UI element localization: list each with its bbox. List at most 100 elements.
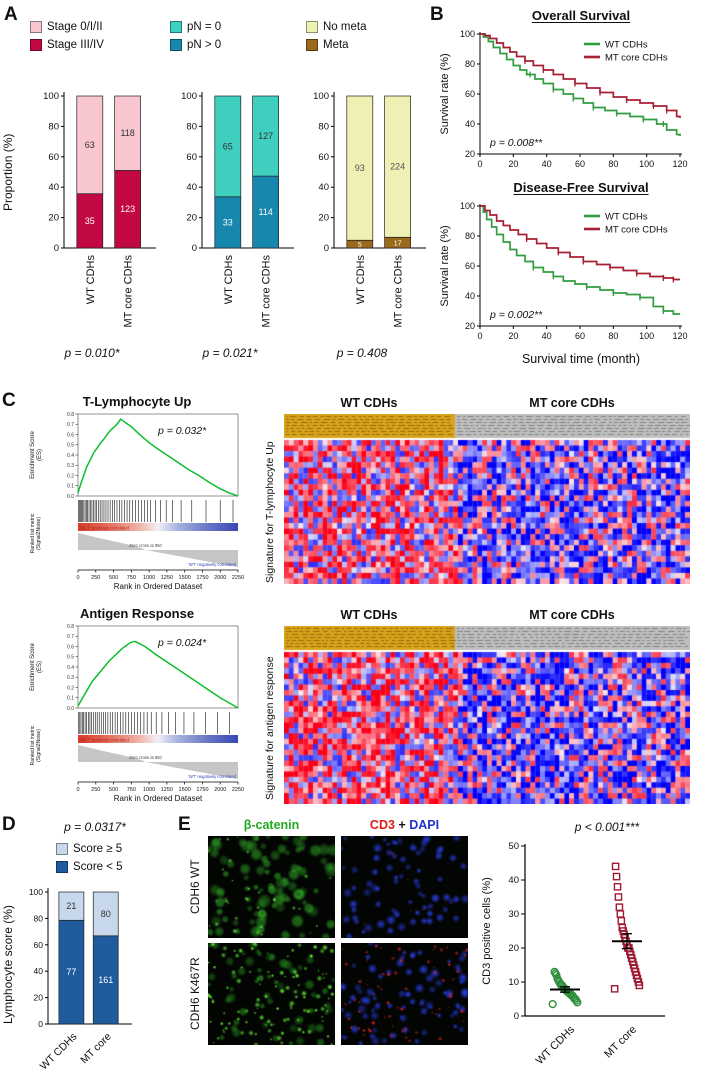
svg-text:0.1: 0.1 (67, 696, 74, 702)
svg-text:1000: 1000 (143, 787, 155, 793)
beta-catenin-column-title: β-catenin (243, 818, 300, 832)
svg-text:(Signal2Noise): (Signal2Noise) (36, 729, 42, 762)
svg-text:0.7: 0.7 (67, 634, 74, 640)
svg-text:65: 65 (223, 141, 233, 151)
row-title-cdh6-wt: CDH6 WT (188, 859, 202, 915)
svg-text:100: 100 (181, 91, 197, 102)
svg-text:21: 21 (66, 901, 76, 911)
svg-text:60: 60 (575, 331, 585, 341)
svg-text:0: 0 (76, 575, 79, 581)
svg-text:0: 0 (38, 1019, 43, 1029)
bar-chart-pn: 0 20 40 60 80 100 33 65 WT CDHs 114 127 MT core CDH… (181, 91, 294, 328)
p-value-stage: p = 0.010* (64, 346, 120, 360)
svg-text:100: 100 (29, 887, 43, 897)
panel-c: C T-Lymphocyte Up 0.0 0.1 0.2 0.3 0.4 0.5 0.6 0… (0, 390, 702, 812)
panel-a-label: A (4, 4, 18, 25)
svg-text:Ranked list metric: Ranked list metric (30, 513, 36, 553)
svg-text:0.7: 0.7 (67, 422, 74, 428)
if-image-cd3-dapi-k467r (341, 943, 468, 1045)
svg-text:20: 20 (465, 321, 475, 331)
svg-text:0.4: 0.4 (67, 453, 74, 459)
svg-text:(ES): (ES) (37, 449, 43, 461)
panel-a-y-axis-label: Proportion (%) (1, 133, 15, 211)
svg-text:2250: 2250 (232, 575, 244, 581)
p-value-lymphocyte-score: p = 0.0317* (64, 820, 126, 834)
svg-text:80: 80 (186, 121, 197, 132)
svg-text:0.5: 0.5 (67, 655, 74, 661)
svg-text:0.0: 0.0 (67, 494, 74, 500)
svg-text:100: 100 (639, 159, 654, 169)
if-image-bcatenin-wt (208, 836, 335, 938)
svg-text:'WT' negatively correlated: 'WT' negatively correlated (188, 562, 237, 567)
svg-text:MT core CDHs: MT core CDHs (393, 255, 405, 328)
svg-text:0.1: 0.1 (67, 484, 74, 490)
svg-text:114: 114 (258, 207, 272, 217)
svg-text:'WT' negatively correlated: 'WT' negatively correlated (188, 774, 237, 779)
panel-c-label: C (2, 390, 16, 411)
svg-text:MT core CDHs: MT core CDHs (123, 255, 135, 328)
legend-meta: No meta Meta (306, 18, 366, 54)
heatmap1-row-label: Signature for T-lymphocyte Up (264, 441, 276, 583)
svg-text:250: 250 (91, 787, 100, 793)
svg-text:0.2: 0.2 (67, 473, 74, 479)
row-title-cdh6-k467r: CDH6 K467R (188, 957, 202, 1031)
svg-text:40: 40 (48, 182, 59, 193)
svg-text:20: 20 (48, 213, 59, 224)
heatmap2-group-mt: MT core CDHs (529, 608, 615, 622)
bar-chart-meta: 0 20 40 60 80 100 5 93 WT CDHs 17 224 MT core CDHs (313, 91, 426, 328)
svg-text:40: 40 (318, 182, 329, 193)
svg-text:80: 80 (101, 909, 111, 919)
svg-text:p = 0.024*: p = 0.024* (157, 637, 207, 649)
svg-text:Survival rate (%): Survival rate (%) (439, 53, 451, 134)
heatmap-t-lymphocyte (284, 414, 690, 584)
svg-text:(Signal2Noise): (Signal2Noise) (36, 517, 42, 550)
svg-text:60: 60 (575, 159, 585, 169)
gsea-title-t-lymphocyte: T-Lymphocyte Up (82, 394, 192, 409)
svg-text:40: 40 (34, 966, 44, 976)
svg-text:0.6: 0.6 (67, 644, 74, 650)
svg-text:2250: 2250 (232, 787, 244, 793)
svg-text:1500: 1500 (179, 575, 191, 581)
svg-text:1250: 1250 (161, 575, 173, 581)
svg-text:Zero cross at 950: Zero cross at 950 (129, 755, 162, 760)
svg-text:20: 20 (186, 213, 197, 224)
svg-text:(ES): (ES) (37, 661, 43, 673)
svg-text:p = 0.002**: p = 0.002** (489, 309, 543, 321)
svg-text:Rank in Ordered Dataset: Rank in Ordered Dataset (114, 794, 203, 803)
svg-text:17: 17 (394, 241, 402, 248)
svg-text:750: 750 (127, 575, 136, 581)
svg-text:0: 0 (324, 243, 329, 254)
svg-text:40: 40 (465, 291, 475, 301)
svg-text:Zero cross at 950: Zero cross at 950 (129, 543, 162, 548)
svg-text:0: 0 (54, 243, 59, 254)
legend-stage: Stage 0/I/II Stage III/IV (30, 18, 104, 54)
svg-text:0.6: 0.6 (67, 432, 74, 438)
svg-text:WT CDHs: WT CDHs (534, 1023, 578, 1067)
svg-text:0.3: 0.3 (67, 463, 74, 469)
svg-text:0.2: 0.2 (67, 685, 74, 691)
svg-text:MT core CDHs: MT core CDHs (261, 255, 273, 328)
heatmap-antigen (284, 626, 690, 804)
svg-text:30: 30 (508, 909, 519, 920)
svg-text:1750: 1750 (196, 787, 208, 793)
svg-text:1250: 1250 (161, 787, 173, 793)
gsea-plot-t-lymphocyte: 0.0 0.1 0.2 0.3 0.4 0.5 0.6 0.7 0.8 p = 0.032* 'MU… (30, 412, 244, 591)
svg-text:40: 40 (186, 182, 197, 193)
svg-text:100: 100 (313, 91, 329, 102)
svg-text:0.0: 0.0 (67, 706, 74, 712)
svg-text:1750: 1750 (196, 575, 208, 581)
legend-lymphocyte-score: Score ≥ 5 Score < 5 (56, 840, 123, 876)
heatmap2-group-wt: WT CDHs (340, 608, 398, 622)
svg-text:93: 93 (355, 163, 365, 173)
svg-text:120: 120 (672, 331, 687, 341)
svg-text:80: 80 (608, 331, 618, 341)
svg-text:63: 63 (85, 140, 95, 150)
svg-text:0.8: 0.8 (67, 624, 74, 630)
svg-text:'MUT' positively correlated: 'MUT' positively correlated (80, 738, 130, 743)
svg-text:80: 80 (34, 913, 44, 923)
gsea-plot-antigen: 0.0 0.1 0.2 0.3 0.4 0.5 0.6 0.7 0.8 p = 0.024* 'MU… (30, 624, 244, 803)
heatmap1-group-wt: WT CDHs (340, 396, 398, 410)
panel-b-label: B (430, 4, 444, 25)
